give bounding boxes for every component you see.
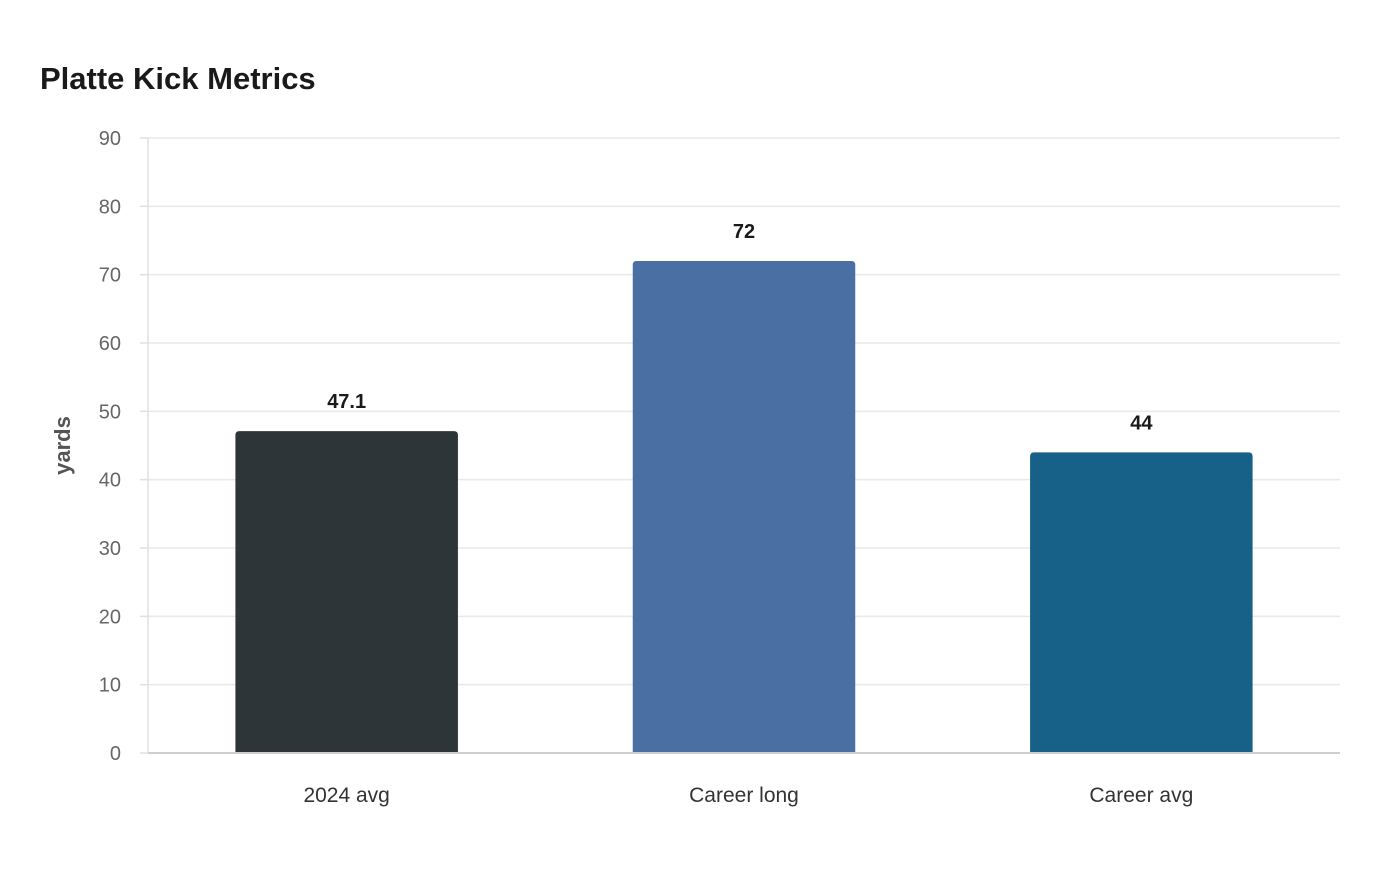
chart-title: Platte Kick Metrics xyxy=(40,61,316,96)
y-tick-label: 70 xyxy=(99,265,121,287)
data-label: 47.1 xyxy=(327,391,366,413)
y-tick-label: 80 xyxy=(99,196,121,218)
x-category-label: Career long xyxy=(689,784,799,807)
y-tick-label: 20 xyxy=(99,606,121,628)
y-tick-label: 40 xyxy=(99,470,121,492)
data-label: 72 xyxy=(733,221,755,243)
x-category-label: 2024 avg xyxy=(303,784,389,807)
bar-career-long xyxy=(632,261,856,753)
data-label: 44 xyxy=(1130,412,1153,434)
y-axis-title: yards xyxy=(50,416,75,475)
bar-career-avg xyxy=(1030,452,1253,753)
bar-2024-avg xyxy=(235,431,458,753)
y-tick-label: 0 xyxy=(110,743,121,765)
y-tick-label: 90 xyxy=(99,128,121,150)
axes xyxy=(140,137,149,754)
y-tick-label: 10 xyxy=(99,675,121,697)
x-category-label: Career avg xyxy=(1089,784,1193,807)
y-tick-label: 50 xyxy=(99,401,121,423)
labels: 0 10 20 30 40 50 60 70 80 90 47.1 2024 avg 72 Career … xyxy=(99,128,1340,807)
y-tick-label: 60 xyxy=(99,333,121,355)
bars xyxy=(235,261,1253,753)
y-tick-label: 30 xyxy=(99,538,121,560)
